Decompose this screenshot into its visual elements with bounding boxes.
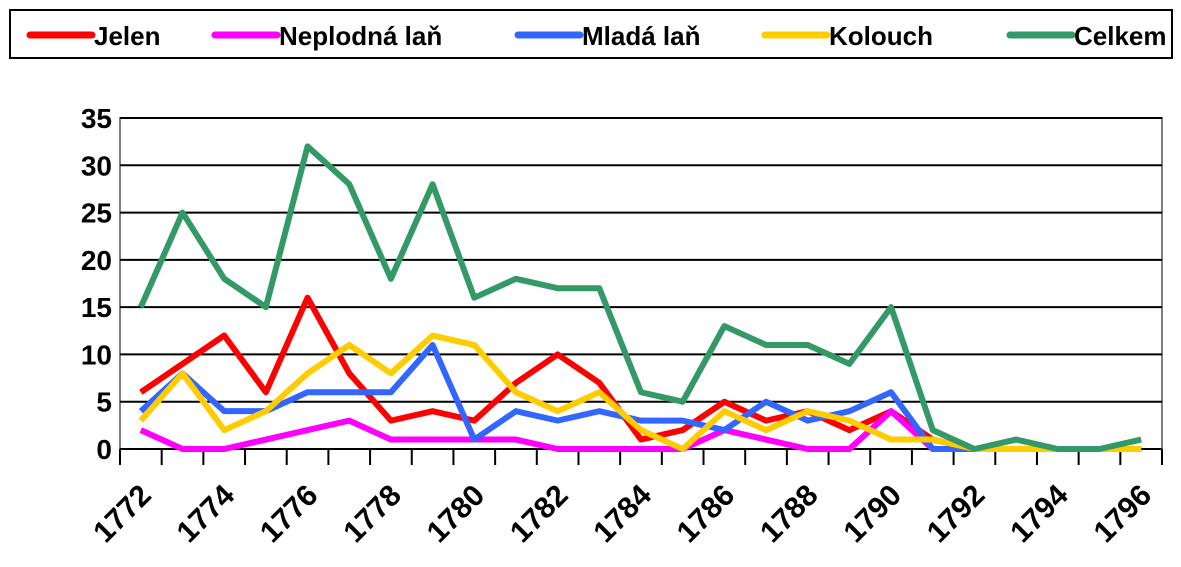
x-tick-label: 1792 <box>921 479 992 550</box>
y-tick-label: 30 <box>81 150 112 181</box>
legend-label: Mladá laň <box>582 21 700 51</box>
legend-label: Neplodná laň <box>279 21 442 51</box>
x-tick-label: 1786 <box>671 479 742 550</box>
x-tick-label: 1788 <box>754 479 825 550</box>
legend: Jelen Neplodná laň Mladá laň Kolouch Celkem <box>26 21 1167 51</box>
series-line <box>138 143 1142 452</box>
x-tick-label: 1774 <box>171 478 242 549</box>
legend-label: Celkem <box>1074 21 1167 51</box>
x-tick-label: 1784 <box>587 478 658 549</box>
y-tick-label: 20 <box>81 245 112 276</box>
y-tick-label: 0 <box>96 434 112 465</box>
y-tick-label: 35 <box>81 103 112 134</box>
legend-label: Jelen <box>94 21 161 51</box>
x-tick-label: 1776 <box>254 479 325 550</box>
y-tick-label: 5 <box>96 387 112 418</box>
x-tick-label: 1796 <box>1088 479 1159 550</box>
x-tick-label: 1778 <box>337 479 408 550</box>
legend-label: Kolouch <box>829 21 933 51</box>
y-tick-label: 15 <box>81 292 112 323</box>
x-tick-label: 1780 <box>421 479 492 550</box>
x-tick-label: 1782 <box>504 479 575 550</box>
y-tick-label: 25 <box>81 198 112 229</box>
x-tick-label: 1790 <box>837 479 908 550</box>
y-tick-label: 10 <box>81 339 112 370</box>
legend-box <box>9 9 1173 59</box>
x-tick-label: 1772 <box>87 479 158 550</box>
x-tick-label: 1794 <box>1004 478 1075 549</box>
